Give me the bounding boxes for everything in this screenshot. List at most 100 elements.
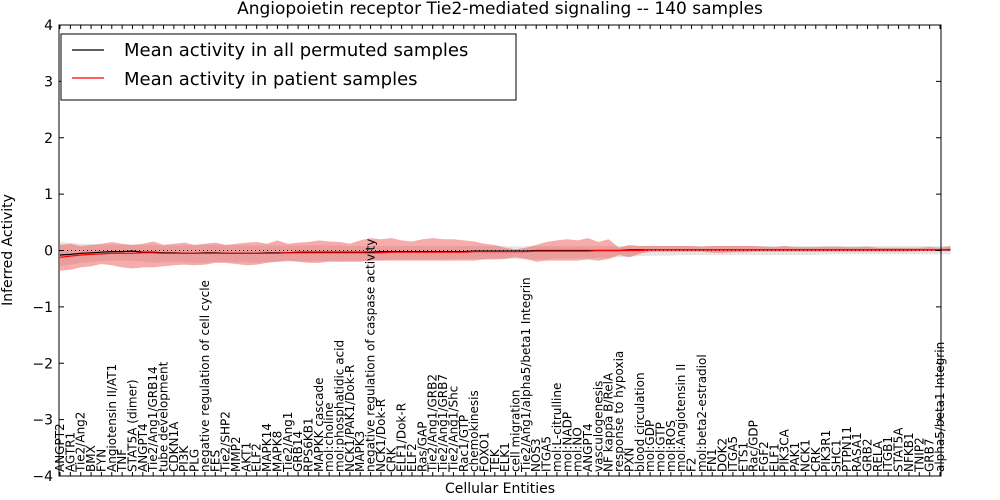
- x-tick-label: RELA: [871, 440, 885, 472]
- x-tick-label: FYN: [94, 449, 108, 472]
- x-tick-label: mol:L-citrulline: [550, 383, 564, 472]
- x-tick-label: GRB14: [291, 431, 305, 472]
- x-tick-label: PXN: [622, 448, 636, 472]
- x-tick-label: PIK3CA: [778, 428, 792, 472]
- x-tick-label: ELF1: [767, 443, 781, 472]
- legend: Mean activity in all permuted samples Me…: [60, 33, 517, 101]
- x-tick-label: Tie2/Ang1/Shc: [446, 386, 460, 473]
- x-tick-label: mol:phosphatidic acid: [333, 340, 347, 472]
- x-tick-label: mol:Angiotensin II: [674, 364, 688, 472]
- x-tick-label: NCK1/PAK1/Dok-R: [343, 365, 357, 472]
- x-tick-label: F2: [685, 457, 699, 472]
- x-tick-label: mol:NADP: [560, 412, 574, 472]
- x-tick-label: Rac/GDP: [747, 420, 761, 472]
- x-tick-label: Angiotensin II/AT1: [105, 364, 119, 472]
- x-tick-label: DOK2: [716, 438, 730, 472]
- x-tick-label: FES: [208, 450, 222, 472]
- x-tick-label: vasculogenesis: [591, 381, 605, 472]
- x-axis-label: Cellular Entities: [445, 481, 555, 497]
- x-tick-label: mol:beta2-estradiol: [695, 354, 709, 472]
- x-tick-label: SHC1: [830, 439, 844, 472]
- x-tick-label: ELF1/Dok-R: [395, 403, 409, 472]
- x-tick-label: AKT1: [239, 442, 253, 472]
- x-tick-label: tube development: [157, 361, 171, 472]
- x-tick-label: FN1: [705, 448, 719, 472]
- y-tick-label: 1: [44, 187, 53, 203]
- x-tick-label: PTPN11: [840, 426, 854, 472]
- y-tick-label: 3: [44, 74, 53, 90]
- x-tick-label: ANGPT2: [53, 423, 67, 472]
- x-tick-label: ELK1: [498, 442, 512, 472]
- x-tick-label: NFKB1: [902, 432, 916, 472]
- x-tick-label: ELF2: [250, 443, 264, 472]
- legend-label-patient: Mean activity in patient samples: [124, 69, 418, 90]
- x-tick-label: CRK: [384, 446, 398, 472]
- x-tick-label: CRK: [809, 446, 823, 472]
- x-tick-label: ETS1: [736, 442, 750, 472]
- x-tick-label: FGF2: [757, 441, 771, 472]
- confidence-bands: [60, 238, 951, 271]
- x-tick-label: BMX: [84, 445, 98, 472]
- x-tick-label: Tie2/Ang2: [74, 412, 88, 473]
- x-tick-label: negative regulation of caspase activity: [364, 239, 378, 472]
- x-tick-label: NOS3: [529, 438, 543, 472]
- legend-box: [60, 33, 517, 101]
- x-tick-label: AGTR1: [63, 432, 77, 472]
- y-axis: −4 −3 −2 −1 0 1 2 3 4: [32, 18, 941, 485]
- y-tick-label: −3: [32, 413, 53, 429]
- y-tick-label: −2: [32, 356, 53, 372]
- x-tick-label: ANGPT4: [581, 423, 595, 472]
- band-patient: [60, 238, 951, 271]
- x-tick-label: TNIP2: [912, 437, 926, 473]
- y-tick-label: −1: [32, 300, 53, 316]
- x-tick-label: MAPK14: [260, 423, 274, 472]
- x-tick-label: TNF: [115, 449, 129, 473]
- x-tick-label: MMP2: [229, 436, 243, 472]
- x-tick-label: GRB2: [861, 438, 875, 472]
- x-tick-label: ITGA5: [726, 436, 740, 472]
- x-tick-label: MAPK8: [270, 431, 284, 472]
- chart-title: Angiopoietin receptor Tie2-mediated sign…: [237, 0, 763, 19]
- y-tick-label: 4: [44, 18, 53, 34]
- x-tick-label: FOXO1: [478, 432, 492, 472]
- x-tick-label: STAT5A (dimer): [126, 379, 140, 472]
- band-permuted: [60, 242, 951, 267]
- y-tick-label: 2: [44, 131, 53, 147]
- y-tick-label: 0: [44, 244, 53, 260]
- y-axis-label: Inferred Activity: [0, 194, 16, 306]
- x-tick-label: PLG: [188, 449, 202, 472]
- x-tick-label: mol:ROS: [664, 420, 678, 472]
- x-tick-label: ITGA5: [540, 436, 554, 472]
- x-tick-label: blood circulation: [633, 372, 647, 472]
- x-tick-label: CDKN1A: [167, 421, 181, 472]
- y-tick-label: −4: [32, 469, 53, 485]
- x-tick-label: PAK1: [788, 442, 802, 472]
- x-tick-label: ELF2: [405, 443, 419, 472]
- x-tick-label: PIK3R1: [819, 430, 833, 472]
- x-tick-label: Rac1/GTP: [457, 415, 471, 472]
- x-tick-label: RPS6KB1: [302, 417, 316, 472]
- x-tick-label: mol:GDP: [643, 420, 657, 472]
- x-tick-label: Tie2/Ang1/GRB7: [436, 374, 450, 473]
- x-tick-label: Tie2/Ang1/GRB14: [146, 366, 160, 473]
- series-lines: [59, 248, 951, 258]
- x-tick-label: mol:choline: [322, 402, 336, 472]
- x-tick-label: ANGPT4: [136, 423, 150, 472]
- x-tick-label: Tie2/Ang1: [281, 412, 295, 473]
- x-tick-label: NCK1/Dok-R: [374, 399, 388, 472]
- x-tick-label: alpha5/beta1 Integrin: [933, 342, 947, 472]
- x-tick-label: chemokinesis: [467, 390, 481, 472]
- x-tick-label: MAPK3: [353, 431, 367, 472]
- x-tick-label: NF kappa B/RelA: [602, 372, 616, 472]
- x-tick-label: negative regulation of cell cycle: [198, 280, 212, 472]
- x-tick-label: GRB7: [923, 438, 937, 472]
- x-tick-label: NCK1: [798, 439, 812, 472]
- x-tick-label: Tie2/Ang1/GRB2: [426, 374, 440, 473]
- x-tick-label: ITGB1: [881, 436, 895, 472]
- x-tick-label: Tie2/SHP2: [219, 411, 233, 473]
- x-tick-label: TEK: [488, 448, 502, 473]
- legend-label-permuted: Mean activity in all permuted samples: [124, 40, 468, 61]
- x-tick-label: RASA1: [850, 432, 864, 472]
